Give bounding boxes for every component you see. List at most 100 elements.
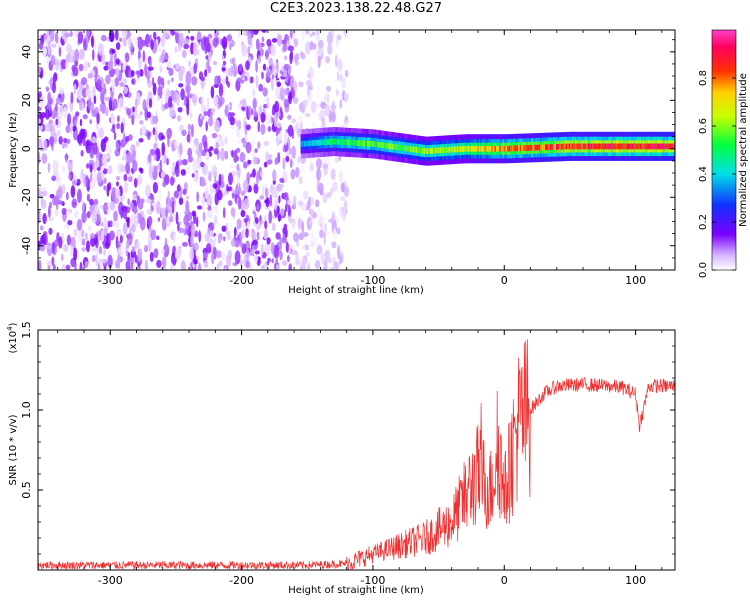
heatmap-ridge-cell — [609, 143, 612, 150]
heatmap-cell — [177, 44, 182, 52]
heatmap-cell — [315, 158, 322, 170]
snr-x-label: Height of straight line (km) — [288, 585, 424, 596]
heatmap-ridge-cell — [515, 145, 517, 152]
heatmap-cell — [263, 140, 269, 147]
heatmap-cell — [253, 30, 259, 35]
heatmap-ridge-cell — [461, 146, 464, 152]
heatmap-cell — [116, 175, 120, 181]
heatmap-cell — [251, 139, 256, 148]
heatmap-cell — [102, 216, 108, 229]
heatmap-cell — [340, 182, 345, 193]
heatmap-cell — [279, 250, 283, 261]
heatmap-ridge-cell — [647, 143, 650, 150]
heatmap-ridge-cell — [664, 143, 667, 150]
heatmap-ridge-cell — [505, 145, 508, 152]
heatmap-cell — [339, 74, 343, 82]
heatmap-cell — [327, 31, 333, 46]
heatmap-ridge-cell — [671, 143, 673, 150]
heatmap-cell — [177, 115, 181, 122]
heatmap-cell — [180, 88, 185, 101]
heatmap-cell — [76, 133, 83, 144]
heatmap-cell — [262, 63, 267, 71]
heatmap-ridge-cell — [300, 141, 303, 147]
heatmap-cell — [174, 140, 179, 150]
spectrogram-frame — [37, 29, 676, 271]
heatmap-cell — [93, 95, 97, 105]
heatmap-cell — [283, 63, 289, 71]
heatmap-cell — [265, 197, 270, 208]
heatmap-cell — [137, 174, 143, 186]
heatmap-cell — [70, 123, 73, 135]
heatmap-cell — [91, 109, 98, 117]
heatmap-cell — [97, 262, 100, 270]
snr-frame — [37, 329, 676, 571]
heatmap-cell — [193, 242, 199, 251]
heatmap-cell — [289, 52, 293, 65]
heatmap-cell — [301, 256, 307, 270]
heatmap-cell — [226, 254, 232, 267]
heatmap-cell — [290, 168, 296, 180]
heatmap-cell — [115, 67, 120, 78]
heatmap-cell — [323, 168, 328, 176]
heatmap-cell — [218, 173, 222, 186]
heatmap-cell — [221, 55, 225, 61]
heatmap-cell — [321, 116, 325, 124]
heatmap-cell — [276, 81, 282, 88]
heatmap-cell — [263, 161, 268, 168]
heatmap-cell — [153, 153, 157, 161]
heatmap-cell — [261, 30, 267, 33]
heatmap-cell — [175, 31, 180, 44]
heatmap-ridge-cell — [336, 138, 339, 145]
heatmap-cell — [291, 145, 296, 159]
heatmap-cell — [41, 153, 48, 164]
heatmap-cell — [133, 205, 137, 215]
heatmap-cell — [111, 49, 116, 54]
heatmap-cell — [257, 121, 261, 133]
y-tick-label: 40 — [20, 45, 33, 59]
heatmap-cell — [198, 142, 203, 153]
heatmap-ridge-cell — [672, 143, 675, 150]
heatmap-cell — [252, 206, 257, 212]
heatmap-ridge-cell — [384, 142, 387, 149]
heatmap-cell — [284, 55, 288, 61]
heatmap-cell — [72, 179, 77, 186]
heatmap-cell — [343, 92, 349, 101]
heatmap-cell — [227, 200, 233, 206]
heatmap-cell — [319, 229, 324, 239]
heatmap-cell — [117, 246, 124, 257]
heatmap-cell — [38, 41, 44, 50]
heatmap-cell — [251, 230, 257, 240]
heatmap-cell — [48, 216, 54, 222]
heatmap-cell — [40, 112, 47, 119]
heatmap-cell — [271, 258, 274, 264]
heatmap-cell — [78, 81, 83, 91]
heatmap-cell — [237, 176, 240, 188]
heatmap-cell — [100, 229, 105, 243]
heatmap-cell — [111, 187, 117, 201]
heatmap-ridge-cell — [305, 140, 308, 147]
heatmap-cell — [325, 156, 330, 166]
heatmap-cell — [339, 205, 343, 216]
heatmap-cell — [46, 244, 52, 249]
heatmap-cell — [150, 229, 157, 241]
heatmap-cell — [122, 77, 127, 86]
heatmap-ridge-cell — [573, 143, 576, 150]
heatmap-ridge-cell — [376, 141, 379, 148]
heatmap-cell — [38, 138, 43, 151]
heatmap-cell — [174, 248, 181, 260]
heatmap-cell — [48, 42, 51, 56]
heatmap-cell — [146, 98, 149, 111]
heatmap-ridge-cell — [625, 143, 628, 150]
heatmap-cell — [201, 115, 205, 121]
heatmap-cell — [191, 173, 195, 178]
heatmap-cell — [316, 30, 319, 36]
heatmap-cell — [50, 54, 56, 66]
heatmap-cell — [272, 169, 277, 182]
heatmap-cell — [146, 208, 151, 215]
heatmap-cell — [241, 106, 246, 111]
heatmap-cell — [110, 115, 116, 125]
heatmap-cell — [131, 114, 135, 126]
heatmap-cell — [39, 243, 46, 252]
heatmap-cell — [108, 30, 115, 43]
heatmap-cell — [230, 207, 236, 217]
